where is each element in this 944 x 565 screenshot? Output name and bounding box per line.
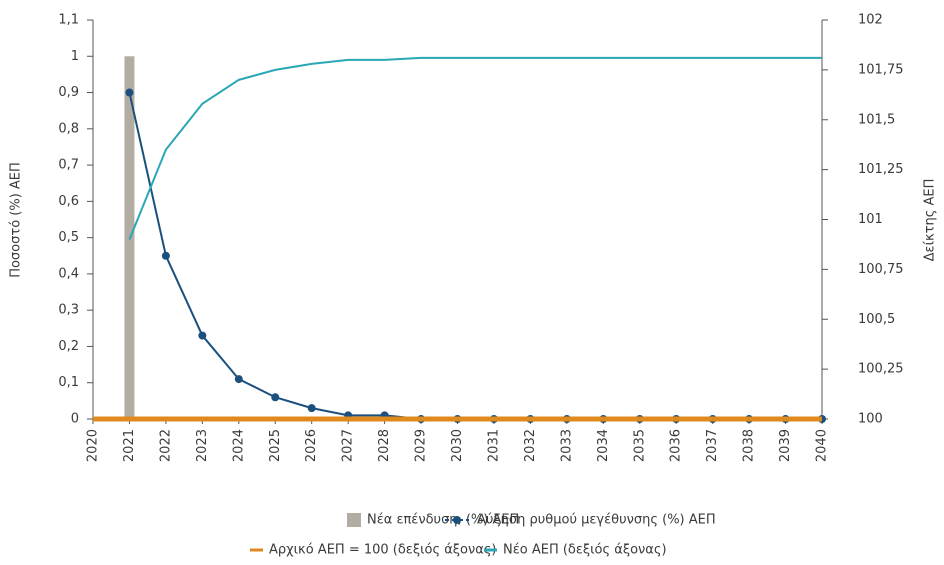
- legend-label: Νέο ΑΕΠ (δεξιός άξονας): [503, 543, 667, 558]
- y2-axis-title: Δείκτης ΑΕΠ: [923, 179, 938, 262]
- marker: [161, 251, 170, 260]
- y2-tick-label: 102: [858, 13, 883, 28]
- y2-tick-label: 100,5: [858, 312, 895, 327]
- legend-label: Αύξηση ρυθμού μεγέθυνσης (%) ΑΕΠ: [477, 513, 716, 528]
- y-tick-label: 0: [71, 412, 79, 427]
- x-tick-label: 2025: [268, 429, 283, 462]
- legend-marker: [453, 516, 461, 524]
- x-tick-label: 2029: [414, 429, 429, 462]
- x-tick-label: 2024: [231, 429, 246, 462]
- x-tick-label: 2040: [815, 429, 830, 462]
- legend-label: Νέα επένδυση, (%) ΑΕΠ: [367, 513, 519, 528]
- x-tick-label: 2022: [158, 429, 173, 462]
- y-tick-label: 0,7: [58, 158, 79, 173]
- x-tick-label: 2033: [559, 429, 574, 462]
- x-tick-label: 2038: [742, 429, 757, 462]
- y-tick-label: 0,5: [58, 230, 79, 245]
- y2-tick-label: 101,5: [858, 112, 895, 127]
- marker: [271, 393, 280, 402]
- marker: [125, 88, 134, 97]
- x-tick-label: 2026: [304, 429, 319, 462]
- y2-tick-label: 100,25: [858, 362, 904, 377]
- legend-swatch: [347, 513, 361, 527]
- x-tick-label: 2028: [377, 429, 392, 462]
- marker: [307, 404, 316, 413]
- x-tick-label: 2027: [341, 429, 356, 462]
- y-tick-label: 0,9: [58, 85, 79, 100]
- x-tick-label: 2035: [632, 429, 647, 462]
- y-tick-label: 1: [71, 49, 79, 64]
- y-tick-label: 0,2: [58, 339, 79, 354]
- legend-label: Αρχικό ΑΕΠ = 100 (δεξιός άξονας): [269, 543, 497, 558]
- x-tick-label: 2037: [705, 429, 720, 462]
- line: [128, 92, 822, 420]
- y2-tick-label: 101: [858, 212, 883, 227]
- marker: [234, 375, 243, 384]
- x-tick-label: 2021: [122, 429, 137, 462]
- x-tick-label: 2039: [778, 429, 793, 462]
- y-tick-label: 0,8: [58, 121, 79, 136]
- y2-tick-label: 100: [858, 412, 883, 427]
- y-axis-title: Ποσοστό (%) ΑΕΠ: [9, 162, 24, 278]
- x-tick-label: 2023: [195, 429, 210, 462]
- y-tick-label: 1,1: [58, 13, 79, 28]
- x-tick-label: 2036: [669, 429, 684, 462]
- y2-tick-label: 101,75: [858, 62, 904, 77]
- marker: [198, 331, 207, 340]
- x-tick-label: 2030: [450, 429, 465, 462]
- x-tick-label: 2032: [523, 429, 538, 462]
- y-tick-label: 0,3: [58, 303, 79, 318]
- y-tick-label: 0,4: [58, 266, 79, 281]
- y-tick-label: 0,6: [58, 194, 79, 209]
- y-tick-label: 0,1: [58, 375, 79, 390]
- x-tick-label: 2034: [596, 429, 611, 462]
- line: [128, 56, 822, 240]
- x-tick-label: 2020: [86, 429, 101, 462]
- x-tick-label: 2031: [486, 429, 501, 462]
- y2-tick-label: 101,25: [858, 162, 904, 177]
- y2-tick-label: 100,75: [858, 262, 904, 277]
